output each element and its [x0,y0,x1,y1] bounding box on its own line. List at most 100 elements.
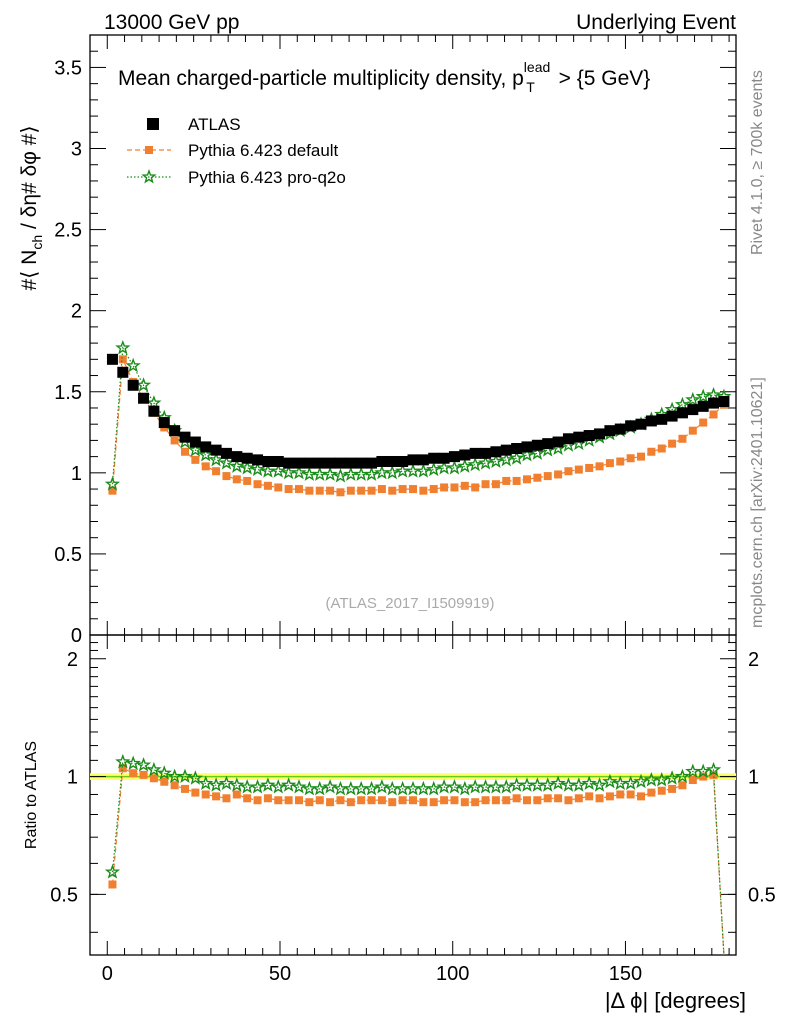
main-panel: 0 0.5 1 1.5 2 2.5 3 3.5 (ATLAS_2017_I1509919) M… [18,34,737,647]
main-pythia-pro-q2o-point [343,466,359,481]
main-pythia-default-point [523,475,531,484]
main-pythia-default-point [284,485,293,494]
ratio-pythia-default-point [139,770,148,779]
main-atlas-point [625,420,637,432]
main-pythia-pro-q2o-point [239,459,255,475]
main-atlas-point [614,423,626,435]
main-pythia-pro-q2o-point [322,466,338,481]
main-pythia-default-point [315,486,324,495]
legend-entry-label: Pythia 6.423 default [188,141,339,160]
header-left: 13000 GeV pp [104,11,239,34]
ratio-pythia-default-point [377,796,386,805]
main-pythia-pro-q2o-point [208,451,224,467]
main-atlas-point [645,415,657,427]
ratio-pythia-pro-q2o-point [104,864,121,879]
main-atlas-point [552,436,564,448]
ratio-pythia-pro-q2o-point [519,777,535,792]
main-pythia-default-point [533,473,542,482]
main-pythia-pro-q2o-point [229,458,245,473]
ratio-pythia-default-point [460,798,469,807]
ratio-pythia-default-point [201,790,210,799]
ratio-pythia-pro-q2o-point [426,780,442,796]
main-pythia-default-point [253,480,262,489]
main-y-tick-label: 1.5 [54,382,82,404]
main-pythia-default-point [274,483,283,492]
main-frame [89,34,737,636]
main-pythia-default-point [471,483,480,492]
main-atlas-point [303,457,315,469]
ratio-pythia-default-point [357,796,366,805]
ratio-pythia-default-point [440,796,449,805]
main-pythia-default-point [419,486,428,495]
main-pythia-default-point [108,486,117,495]
main-atlas-point [262,455,274,467]
main-pythia-pro-q2o-point [301,466,317,481]
main-atlas-point [272,455,284,467]
main-pythia-pro-q2o-point [415,463,431,478]
ratio-pythia-default-point [108,880,117,889]
ratio-pythia-default-point [212,792,221,801]
ratio-y-tick-label: 2 [67,649,78,671]
ratio-pythia-default-point [118,764,127,773]
main-pythia-default-point [626,454,635,463]
main-atlas-point [179,431,191,443]
ratio-pythia-default-point [595,794,604,803]
ratio-pythia-default-point [605,792,614,801]
main-pythia-default-point [585,463,594,472]
main-pythia-pro-q2o-point [446,459,463,475]
main-pythia-pro-q2o-line [111,346,724,485]
main-atlas-point [428,452,440,464]
main-atlas-point [687,404,699,416]
main-pythia-pro-q2o-point [477,455,494,470]
main-pythia-pro-q2o-point [270,463,286,478]
main-pythia-pro-q2o-point [509,450,525,465]
x-tick-label: 0 [102,963,113,985]
ratio-pythia-pro-q2o-point [198,775,214,790]
main-pythia-default-point [305,486,314,495]
ratio-pythia-pro-q2o-point [374,779,390,794]
ratio-pythia-pro-q2o-point [674,768,691,784]
main-atlas-point [656,413,668,425]
ratio-pythia-pro-q2o-point [229,777,245,792]
main-atlas-point [718,395,730,407]
ratio-pythia-default-point [274,796,283,805]
main-pythia-default-point [543,472,552,481]
main-pythia-pro-q2o-point [332,468,349,483]
ratio-pythia-pro-q2o-point [602,773,618,789]
main-atlas-point [697,400,709,412]
ratio-pythia-pro-q2o-point [312,780,328,796]
main-pythia-pro-q2o-point [488,453,504,468]
ratio-pythia-default-point [398,796,407,805]
ratio-pythia-default-point [222,794,231,803]
main-pythia-pro-q2o-point [312,466,328,481]
ratio-pythia-default-point [326,798,335,807]
ratio-pythia-default-point [491,796,500,805]
ratio-pythia-default-point [481,796,490,805]
legend-marker-pythia-pro-q2o [141,169,157,184]
ratio-pythia-pro-q2o-point [322,779,338,794]
main-atlas-point [189,436,201,448]
main-atlas-point [252,454,264,466]
main-pythia-pro-q2o-point [374,464,390,480]
ratio-y-tick-labels: 0.5 0.5 1 1 2 2 [50,649,776,907]
main-pythia-default-point [564,467,573,476]
main-pythia-default-point [388,486,397,495]
ratio-pythia-pro-q2o-point [156,765,172,780]
ratio-pythia-pro-q2o-point [457,780,473,796]
main-atlas-point [448,451,460,463]
ratio-pythia-default-point [637,792,645,801]
main-pythia-pro-q2o-point [135,377,152,392]
main-pythia-default-point [637,452,645,461]
main-pythia-pro-q2o-point [467,456,483,472]
ratio-pythia-default-point [346,798,355,807]
x-tick-label: 100 [436,963,469,985]
main-pythia-pro-q2o-point [674,396,691,412]
main-y-tick-label: 0.5 [54,544,82,566]
ratio-pythia-default-point [232,790,241,799]
main-atlas-point [531,439,543,451]
main-pythia-default-point [491,480,500,489]
ratio-pythia-pro-q2o-point [125,755,141,770]
ratio-pythia-default-point [419,798,428,807]
ylabel-part-b: / δη# δφ #⟩ [18,125,41,234]
title-part-b: > {5 GeV} [553,67,651,90]
